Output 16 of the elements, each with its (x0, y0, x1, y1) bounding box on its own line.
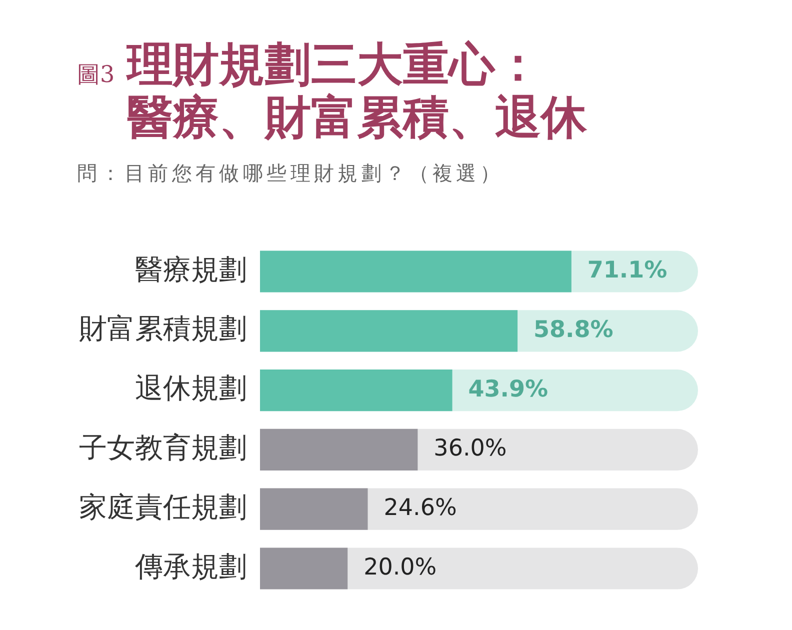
data-label: 58.8% (534, 316, 614, 343)
data-label: 36.0% (434, 436, 507, 462)
data-label: 20.0% (364, 554, 437, 580)
chart-subtitle: 問：目前您有做哪些理財規劃？（複選） (77, 160, 504, 187)
y-tick-label: 家庭責任規劃 (79, 490, 247, 524)
data-label: 43.9% (468, 376, 548, 402)
y-tick-label: 退休規劃 (135, 372, 247, 405)
y-tick-label: 財富累積規劃 (79, 312, 247, 346)
data-label: 24.6% (384, 495, 457, 522)
chart-title: 圖3 理財規劃三大重心：醫療、財富累積、退休 (77, 37, 587, 144)
y-tick-label: 傳承規劃 (134, 550, 247, 583)
bar (260, 548, 348, 590)
y-tick-label: 醫療規劃 (135, 252, 247, 286)
y-tick-label: 子女教育規劃 (79, 430, 247, 464)
data-label: 71.1% (587, 257, 668, 284)
bar (260, 488, 368, 530)
